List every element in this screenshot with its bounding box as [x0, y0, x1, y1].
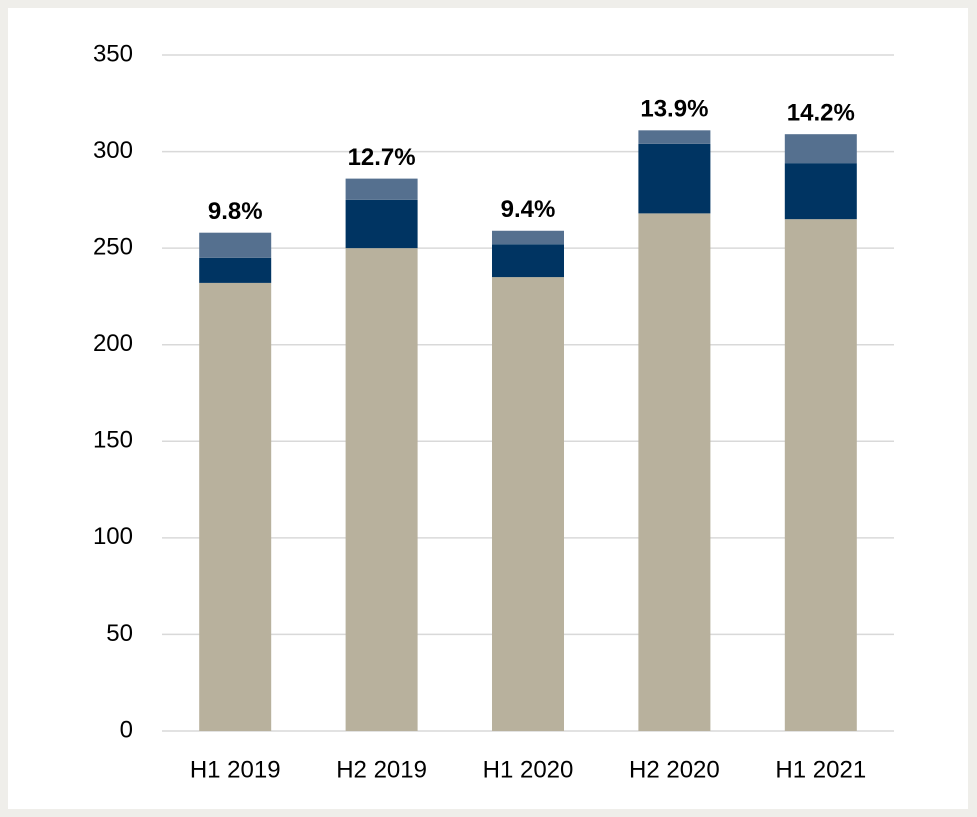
- bar-segment: [492, 244, 564, 278]
- bar-segment: [199, 257, 272, 283]
- bar-segment: [345, 178, 418, 200]
- x-tick-label: H2 2019: [336, 756, 427, 783]
- x-tick-label: H1 2019: [190, 756, 281, 783]
- y-tick-label: 200: [93, 330, 133, 357]
- y-tick-label: 300: [93, 137, 133, 164]
- y-tick-label: 150: [93, 427, 133, 454]
- bar-segment: [784, 219, 857, 731]
- x-tick-label: H1 2020: [483, 756, 574, 783]
- y-tick-label: 250: [93, 233, 133, 260]
- data-label: 13.9%: [640, 96, 708, 123]
- data-label: 9.8%: [208, 198, 263, 225]
- bar-segment: [492, 277, 564, 731]
- bar-segment: [492, 230, 564, 245]
- bar-segment: [638, 213, 711, 731]
- bar-segment: [784, 134, 857, 164]
- x-tick-label: H2 2020: [629, 756, 720, 783]
- bar-segment: [638, 130, 711, 144]
- y-tick-label: 0: [120, 716, 133, 743]
- y-tick-label: 50: [106, 620, 133, 647]
- y-tick-label: 350: [93, 40, 133, 67]
- bar-segment: [638, 143, 711, 214]
- bar-segment: [345, 199, 418, 249]
- data-label: 12.7%: [348, 144, 416, 171]
- data-label: 14.2%: [787, 100, 855, 127]
- bar-segment: [345, 248, 418, 731]
- x-tick-label: H1 2021: [775, 756, 866, 783]
- bar-segment: [199, 232, 272, 258]
- bar-segment: [784, 163, 857, 220]
- data-label: 9.4%: [501, 196, 556, 223]
- y-tick-label: 100: [93, 523, 133, 550]
- bar-segment: [199, 282, 272, 731]
